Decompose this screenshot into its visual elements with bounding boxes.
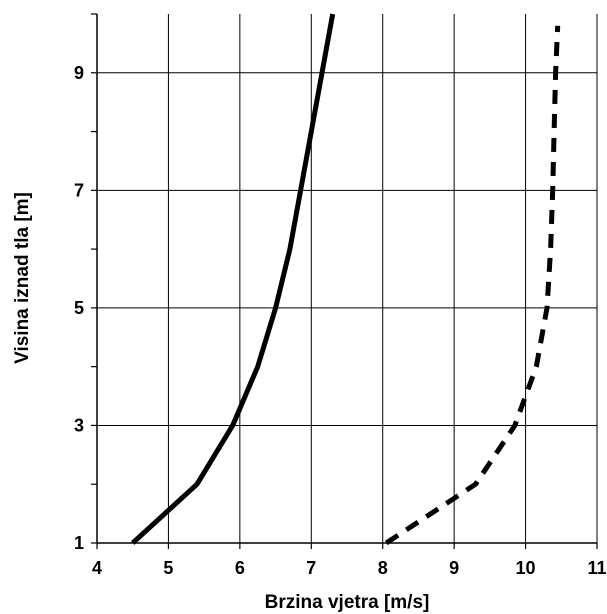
x-tick-label: 4 (92, 558, 102, 578)
x-tick-label: 8 (378, 558, 388, 578)
series-line-solid (131, 13, 336, 545)
y-tick-label: 1 (74, 533, 84, 553)
y-tick-label: 5 (74, 298, 84, 318)
y-tick-label: 7 (74, 180, 84, 200)
series-line-dashed (384, 25, 561, 546)
x-tick-label: 6 (235, 558, 245, 578)
x-tick-label: 9 (449, 558, 459, 578)
minor-ticks (91, 13, 598, 549)
x-axis-title: Brzina vjetra [m/s] (265, 592, 430, 613)
y-tick-labels: 1 3 5 7 9 (74, 63, 84, 553)
x-tick-labels: 4 5 6 7 8 9 10 11 (92, 558, 607, 578)
x-tick-label: 11 (587, 558, 606, 578)
axes (96, 14, 597, 544)
y-tick-label: 9 (74, 63, 84, 83)
y-tick-label: 3 (74, 415, 84, 435)
series-lines (131, 13, 561, 546)
y-axis-title: Visina iznad tla [m] (12, 192, 33, 364)
x-tick-label: 10 (516, 558, 536, 578)
x-tick-label: 7 (306, 558, 316, 578)
grid-lines (97, 14, 598, 543)
x-tick-label: 5 (163, 558, 173, 578)
